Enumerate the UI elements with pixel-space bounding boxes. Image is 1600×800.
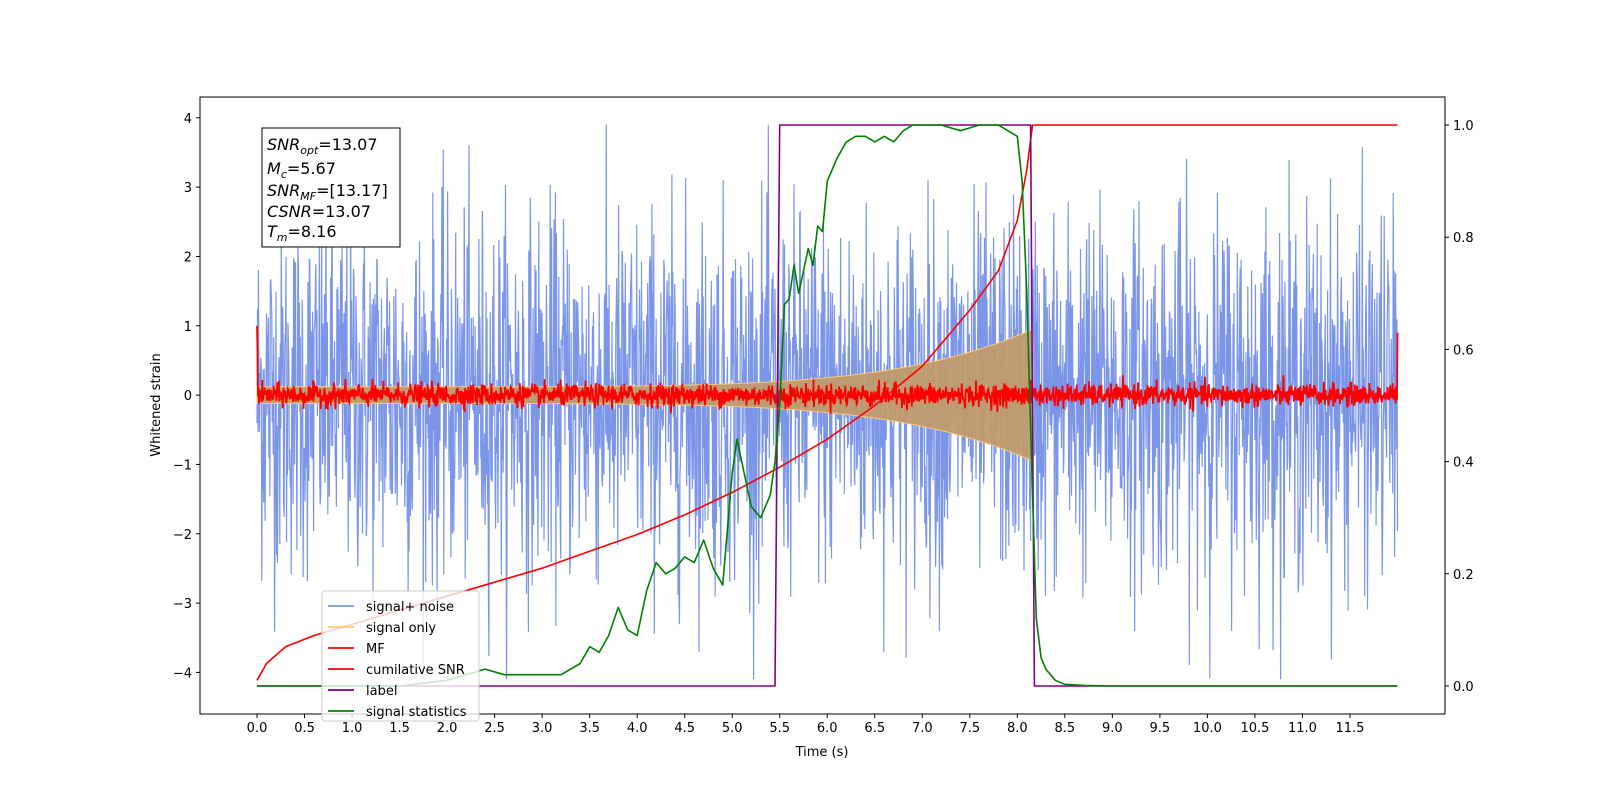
- annotation-snr-mf: SNRMF=[13.17]: [267, 181, 388, 203]
- legend: signal+ noise signal only MF cumilative SNR…: [321, 590, 480, 722]
- x-tick-label-4: 2.0: [437, 721, 458, 736]
- x-tick-label-14: 7.0: [912, 721, 933, 736]
- y-axis-label: Whitened strain: [149, 353, 164, 456]
- y-tick-label-5: −1: [173, 458, 192, 473]
- x-tick-label-7: 3.5: [579, 721, 600, 736]
- x-tick-label-15: 7.5: [959, 721, 980, 736]
- y-tick-label-3: 1: [184, 320, 192, 335]
- x-tick-label-18: 9.0: [1102, 721, 1123, 736]
- x-tick-label-1: 0.5: [294, 721, 315, 736]
- x-tick-label-8: 4.0: [627, 721, 648, 736]
- x-tick-label-9: 4.5: [674, 721, 695, 736]
- legend-label-2: MF: [366, 642, 385, 657]
- x-axis-label: Time (s): [795, 745, 849, 760]
- y-tick-label-4: 0: [184, 389, 192, 404]
- x-tick-label-11: 5.5: [769, 721, 790, 736]
- x-tick-label-12: 6.0: [817, 721, 838, 736]
- x-tick-label-21: 10.5: [1240, 721, 1269, 736]
- annotation-csnr: CSNR=13.07: [267, 202, 371, 221]
- y-tick-label-2: 2: [184, 250, 192, 265]
- x-tick-label-0: 0.0: [247, 721, 268, 736]
- plot-frame: [199, 96, 1446, 715]
- y2-tick-label-0: 1.0: [1453, 119, 1474, 134]
- y-tick-label-0: 4: [184, 112, 192, 127]
- legend-label-5: signal statistics: [366, 705, 467, 720]
- legend-box: [321, 590, 480, 722]
- x-tick-label-6: 3.0: [532, 721, 553, 736]
- legend-label-0: signal+ noise: [366, 600, 454, 615]
- series-mf: [256, 325, 1399, 414]
- x-tick-label-23: 11.5: [1335, 721, 1364, 736]
- x-tick-label-16: 8.0: [1007, 721, 1028, 736]
- y-tick-label-1: 3: [184, 181, 192, 196]
- legend-label-4: label: [366, 684, 397, 699]
- x-tick-label-10: 5.0: [722, 721, 743, 736]
- y2-tick-label-4: 0.2: [1453, 568, 1474, 583]
- x-tick-label-13: 6.5: [864, 721, 885, 736]
- y-tick-label-8: −4: [173, 666, 192, 681]
- y2-tick-label-2: 0.6: [1453, 343, 1474, 358]
- annotation-mc: Mc=5.67: [267, 159, 336, 181]
- y-axis-left: 4 3 2 1 0 −1 −2 −3 −4: [173, 112, 200, 681]
- legend-label-1: signal only: [366, 621, 436, 636]
- y-tick-label-6: −2: [173, 528, 192, 543]
- legend-label-3: cumilative SNR: [366, 663, 465, 678]
- annotation-box: SNRopt=13.07 Mc=5.67 SNRMF=[13.17] CSNR=…: [261, 127, 401, 248]
- annotation-snr-opt: SNRopt=13.07: [267, 135, 378, 157]
- x-tick-label-20: 10.0: [1193, 721, 1222, 736]
- x-tick-label-22: 11.0: [1288, 721, 1317, 736]
- x-tick-label-17: 8.5: [1055, 721, 1076, 736]
- y2-tick-label-5: 0.0: [1453, 680, 1474, 695]
- y2-tick-label-3: 0.4: [1453, 456, 1474, 471]
- x-tick-label-3: 1.5: [389, 721, 410, 736]
- y-tick-label-7: −3: [173, 597, 192, 612]
- x-tick-label-5: 2.5: [484, 721, 505, 736]
- x-tick-label-2: 1.0: [342, 721, 363, 736]
- x-tick-label-19: 9.5: [1150, 721, 1171, 736]
- x-axis: 0.0 0.5 1.0 1.5 2.0 2.5 3.0 3.5 4.0 4.5 5.0 5.5 6.0 6…: [247, 714, 1364, 736]
- annotation-tm: Tm=8.16: [267, 222, 337, 244]
- y-axis-right: 1.0 0.8 0.6 0.4 0.2 0.0: [1445, 119, 1474, 695]
- series-signal-statistics: [257, 124, 1398, 687]
- y2-tick-label-1: 0.8: [1453, 231, 1474, 246]
